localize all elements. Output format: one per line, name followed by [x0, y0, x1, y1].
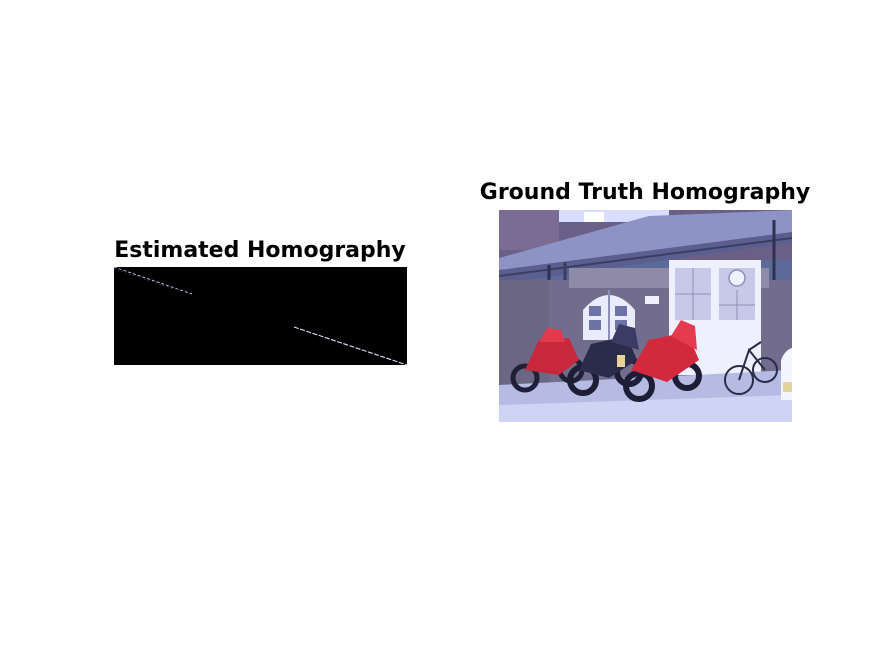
estimated-homography-image [114, 267, 407, 365]
bicycle [724, 341, 778, 395]
wall-sign [645, 296, 659, 304]
ground-truth-homography-title: Ground Truth Homography [479, 180, 811, 205]
motorcycle-courtyard-photo [499, 210, 792, 422]
estimated-homography-title: Estimated Homography [114, 238, 406, 263]
warp-streak-faint [114, 268, 175, 290]
motorcycle-middle [567, 324, 644, 396]
estimated-homography-warp [114, 267, 407, 365]
warp-streak-lower [293, 326, 407, 365]
motorcycle-right [623, 320, 702, 402]
warp-streak-upper [114, 267, 193, 295]
motorcycle-left [510, 328, 585, 393]
ground-truth-homography-image [499, 210, 792, 422]
